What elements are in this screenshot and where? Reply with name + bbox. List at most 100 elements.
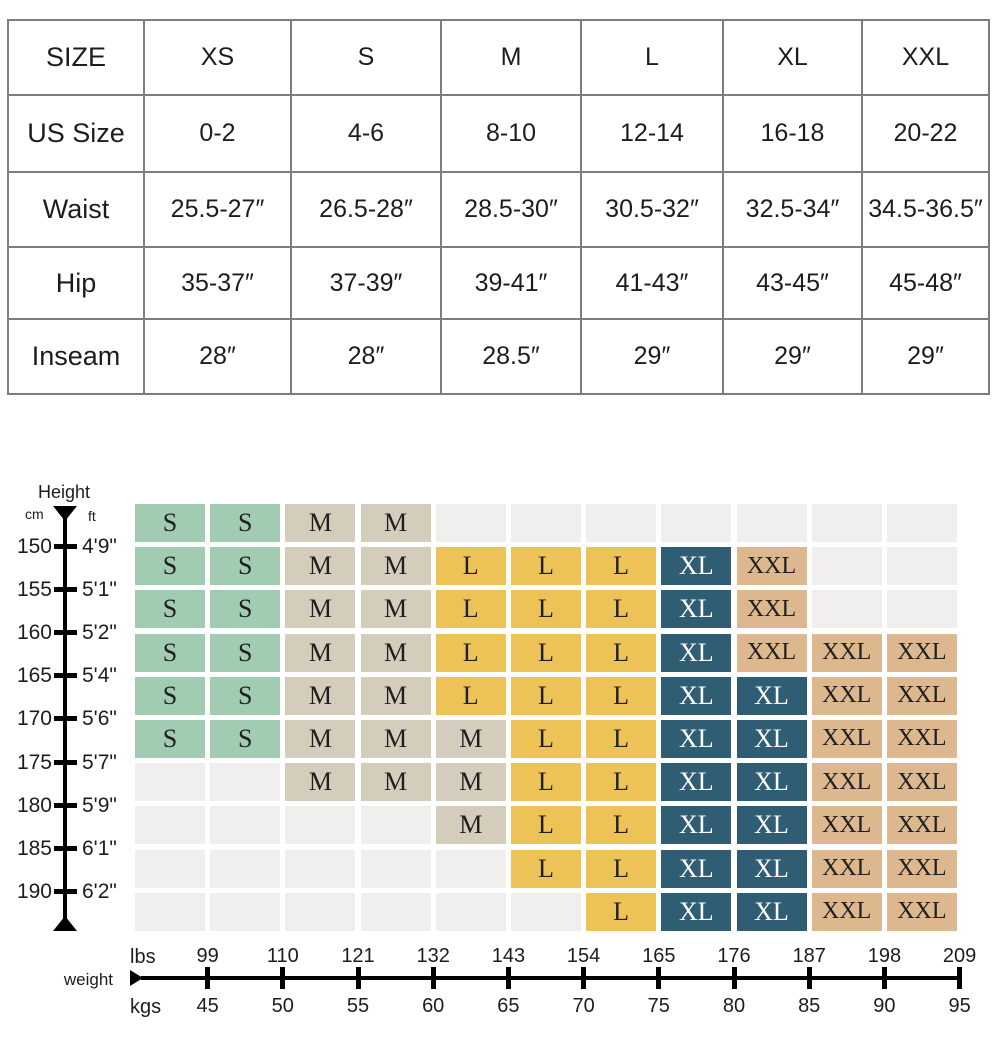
grid-cell-empty bbox=[811, 590, 882, 629]
grid-cell-xxl: XXL bbox=[886, 806, 957, 845]
grid-cell-s: S bbox=[210, 719, 281, 758]
weight-tick bbox=[656, 967, 662, 989]
weight-kgs-value: 60 bbox=[422, 995, 445, 1017]
height-ft-value: 4'9" bbox=[82, 534, 117, 558]
grid-cell-empty bbox=[135, 763, 205, 802]
height-ft-value: 5'7" bbox=[82, 750, 117, 774]
grid-cell-empty bbox=[886, 504, 957, 542]
size-table-cell: 45-48″ bbox=[861, 246, 990, 320]
grid-cell-l: L bbox=[435, 547, 506, 586]
grid-cell-l: L bbox=[435, 676, 506, 715]
weight-lbs-value: 187 bbox=[792, 945, 826, 967]
weight-kgs-value: 80 bbox=[722, 995, 746, 1017]
grid-cell-s: S bbox=[135, 504, 205, 542]
grid-cell-l: L bbox=[435, 590, 506, 629]
grid-cell-empty bbox=[360, 892, 431, 931]
height-tick bbox=[54, 716, 77, 722]
height-tick bbox=[54, 802, 77, 808]
height-tick bbox=[54, 586, 77, 592]
grid-cell-l: L bbox=[586, 849, 657, 888]
height-cm-value: 180 bbox=[16, 793, 52, 817]
size-table-cell: 26.5-28″ bbox=[290, 171, 442, 248]
weight-kgs-value: 70 bbox=[572, 995, 595, 1017]
weight-kgs-value: 75 bbox=[647, 995, 670, 1017]
grid-cell-s: S bbox=[210, 504, 281, 542]
grid-cell-l: L bbox=[586, 719, 657, 758]
size-table-cell: 29″ bbox=[580, 318, 724, 395]
grid-cell-l: L bbox=[510, 633, 581, 672]
grid-cell-xxl: XXL bbox=[736, 590, 807, 629]
size-table-cell: 29″ bbox=[861, 318, 990, 395]
grid-cell-xxl: XXL bbox=[811, 892, 882, 931]
grid-cell-empty bbox=[435, 892, 506, 931]
grid-cell-m: M bbox=[360, 504, 431, 542]
size-table-cell: 35-37″ bbox=[143, 246, 292, 320]
weight-kgs-value: 85 bbox=[798, 995, 821, 1017]
height-cm-value: 170 bbox=[16, 707, 52, 731]
grid-cell-l: L bbox=[510, 763, 581, 802]
height-tick bbox=[54, 759, 77, 765]
size-table-header-cell: M bbox=[440, 19, 582, 96]
grid-cell-m: M bbox=[360, 547, 431, 586]
grid-cell-empty bbox=[736, 504, 807, 542]
grid-cell-empty bbox=[360, 806, 431, 845]
grid-cell-xxl: XXL bbox=[886, 849, 957, 888]
grid-cell-xl: XL bbox=[661, 892, 732, 931]
grid-cell-l: L bbox=[586, 676, 657, 715]
size-table-cell: 4-6 bbox=[290, 94, 442, 173]
height-ft-value: 5'9" bbox=[82, 793, 117, 817]
grid-cell-xl: XL bbox=[736, 892, 807, 931]
height-ft-value: 6'2" bbox=[82, 880, 117, 904]
size-table-cell: 0-2 bbox=[143, 94, 292, 173]
grid-cell-xl: XL bbox=[661, 806, 732, 845]
size-table-cell: 12-14 bbox=[580, 94, 724, 173]
grid-cell-s: S bbox=[135, 547, 205, 586]
grid-cell-empty bbox=[586, 504, 657, 542]
size-table-cell: 20-22 bbox=[861, 94, 990, 173]
grid-cell-empty bbox=[210, 849, 281, 888]
weight-axis-left-arrow-icon bbox=[130, 970, 143, 986]
grid-cell-empty bbox=[135, 849, 205, 888]
grid-cell-m: M bbox=[360, 719, 431, 758]
grid-cell-s: S bbox=[210, 633, 281, 672]
grid-cell-xl: XL bbox=[736, 849, 807, 888]
grid-cell-xl: XL bbox=[736, 676, 807, 715]
grid-cell-empty bbox=[360, 849, 431, 888]
weight-tick bbox=[581, 967, 587, 989]
grid-cell-l: L bbox=[586, 763, 657, 802]
height-tick bbox=[54, 673, 77, 679]
grid-cell-xxl: XXL bbox=[811, 763, 882, 802]
grid-cell-s: S bbox=[210, 547, 281, 586]
grid-cell-xl: XL bbox=[736, 719, 807, 758]
grid-cell-xxl: XXL bbox=[811, 849, 882, 888]
grid-cell-l: L bbox=[510, 849, 581, 888]
size-table-cell: 16-18 bbox=[722, 94, 863, 173]
height-cm-value: 155 bbox=[16, 577, 52, 601]
weight-lbs-value: 110 bbox=[266, 945, 299, 967]
weight-kgs-value: 45 bbox=[196, 995, 219, 1017]
grid-cell-l: L bbox=[586, 590, 657, 629]
grid-cell-xxl: XXL bbox=[886, 892, 957, 931]
weight-kgs-value: 65 bbox=[497, 995, 520, 1017]
size-table-cell: 28″ bbox=[143, 318, 292, 395]
weight-tick bbox=[505, 967, 511, 989]
grid-cell-xl: XL bbox=[661, 676, 732, 715]
grid-cell-m: M bbox=[435, 763, 506, 802]
grid-cell-empty bbox=[285, 892, 356, 931]
weight-tick bbox=[806, 967, 812, 989]
grid-cell-s: S bbox=[210, 676, 281, 715]
grid-cell-l: L bbox=[586, 892, 657, 931]
grid-cell-xxl: XXL bbox=[736, 633, 807, 672]
size-table-cell: 28.5″ bbox=[440, 318, 582, 395]
size-table-row-label: Inseam bbox=[7, 318, 145, 395]
height-axis-bottom-arrow-icon bbox=[53, 916, 77, 931]
grid-cell-xl: XL bbox=[736, 806, 807, 845]
grid-cell-m: M bbox=[285, 633, 356, 672]
grid-cell-s: S bbox=[135, 590, 205, 629]
grid-cell-empty bbox=[811, 504, 882, 542]
grid-cell-empty bbox=[886, 547, 957, 586]
size-table-cell: 41-43″ bbox=[580, 246, 724, 320]
grid-cell-xxl: XXL bbox=[811, 806, 882, 845]
grid-cell-xxl: XXL bbox=[811, 719, 882, 758]
